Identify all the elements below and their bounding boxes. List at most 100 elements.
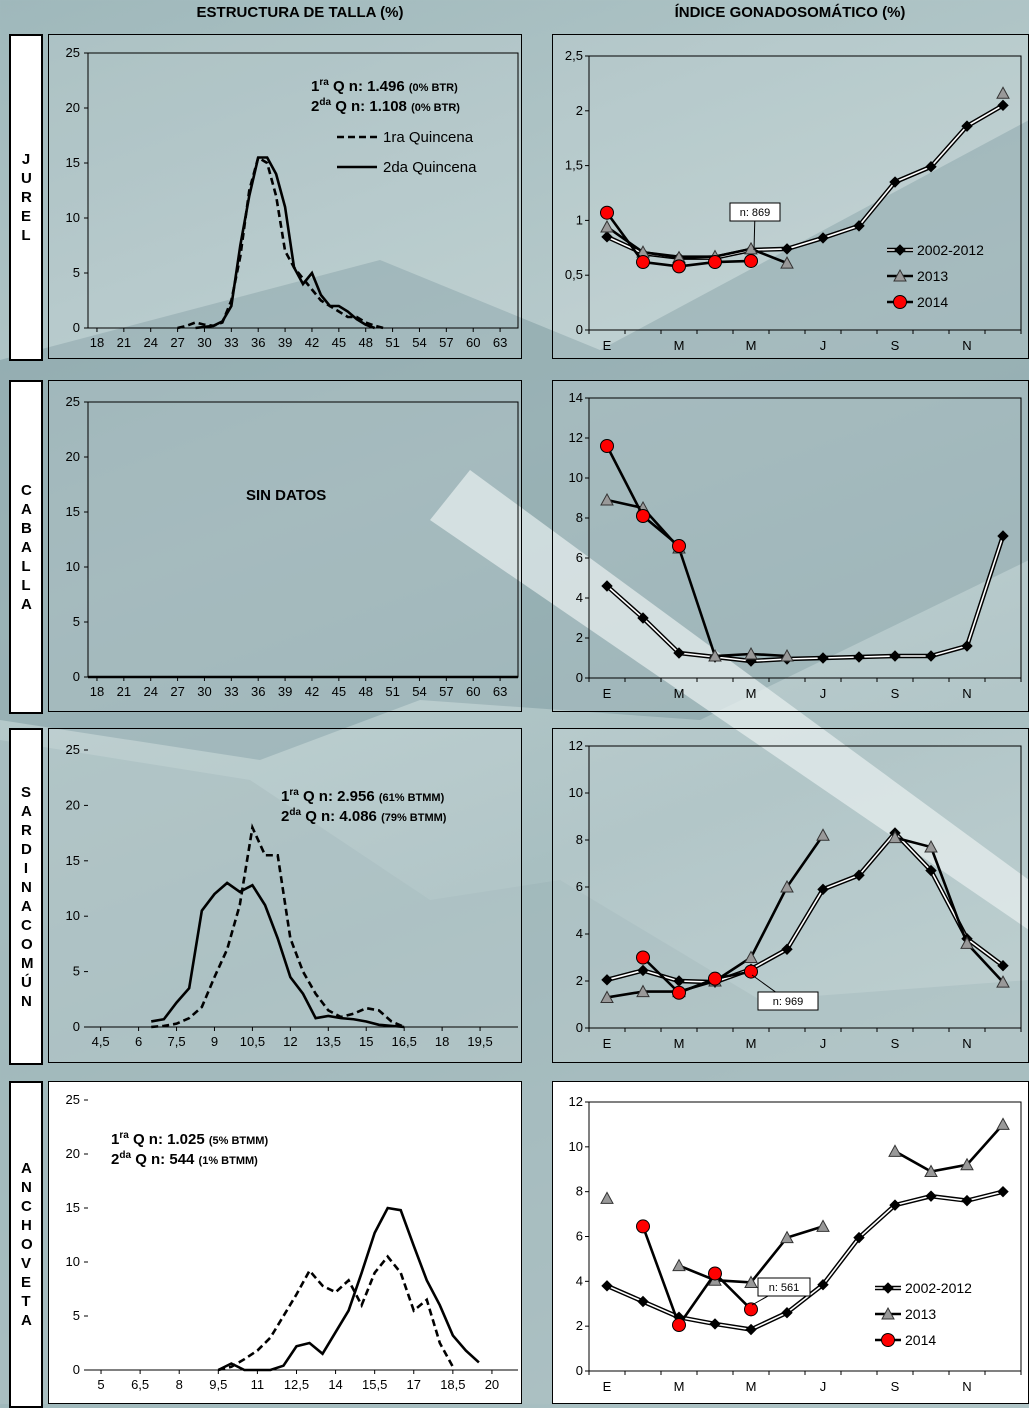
data-point	[708, 971, 722, 986]
x-tick-label: S	[891, 338, 900, 353]
x-tick-label: 18,5	[440, 1377, 465, 1392]
data-point	[888, 1144, 902, 1157]
x-tick-label: S	[891, 1036, 900, 1051]
callout-text: n: 969	[773, 996, 804, 1008]
caballa-talla-chart: 0 5 10 15 20 25 18 21 24 27 30 33 36 39 42 45 48 51 54 57 60…	[66, 394, 519, 699]
x-tick-label: 18	[90, 684, 104, 699]
legend-label: 2014	[905, 1332, 936, 1348]
x-tick-label: E	[603, 1036, 612, 1051]
x-tick-label: 20	[485, 1377, 499, 1392]
y-tick-label: 8	[576, 510, 583, 525]
y-tick-label: 20	[66, 1146, 80, 1161]
y-tick-label: 25	[66, 45, 80, 60]
data-point	[636, 950, 650, 965]
x-tick-label: 11	[251, 1377, 264, 1392]
y-tick-label: 20	[66, 797, 80, 812]
data-point	[601, 580, 613, 592]
y-tick-label: 15	[66, 1200, 80, 1215]
y-tick-label: 10	[66, 908, 80, 923]
data-point	[673, 975, 685, 987]
data-point	[961, 120, 973, 132]
data-point	[745, 1323, 757, 1336]
data-point	[817, 232, 829, 244]
x-tick-label: 48	[358, 335, 372, 350]
series-line-1	[151, 823, 405, 1029]
y-tick-label: 5	[73, 614, 80, 629]
sardina-q2-note: 2da Q n: 4.086 (79% BTMM)	[281, 807, 447, 825]
y-tick-label: 0	[576, 322, 583, 337]
data-point	[889, 650, 901, 662]
anchoveta-talla-chart: 0 5 10 15 20 25 5 6,5 8 9,5 11 12,5 14 15,5 17 18,5 20	[66, 1092, 518, 1392]
data-point	[996, 975, 1010, 988]
y-tick-label: 15	[66, 504, 80, 519]
y-tick-label: 2	[576, 630, 583, 645]
data-point	[960, 936, 974, 949]
data-point	[888, 830, 902, 844]
x-tick-label: 39	[278, 335, 292, 350]
sardina-talla-panel: 0 5 10 15 20 25 4,5 6 7,5 9 10,5 12 13,5 15 16,5 18 19,5…	[48, 728, 522, 1063]
data-point	[637, 1295, 649, 1308]
x-tick-label: 45	[332, 684, 346, 699]
data-point	[601, 974, 613, 986]
y-tick-label: 25	[66, 394, 80, 409]
x-tick-label: 4,5	[92, 1034, 110, 1049]
series-line-2014	[642, 956, 752, 995]
sardina-talla-chart: 0 5 10 15 20 25 4,5 6 7,5 9 10,5 12 13,5 15 16,5 18 19,5	[66, 742, 518, 1049]
x-tick-label: 9,5	[209, 1377, 227, 1392]
y-tick-label: 5	[73, 265, 80, 280]
data-point	[601, 231, 613, 243]
series-line-2	[195, 156, 376, 330]
x-tick-label: 45	[332, 335, 346, 350]
data-point	[780, 648, 794, 662]
legend-label: 1ra Quincena	[383, 129, 474, 146]
legend-label: 2002-2012	[917, 242, 984, 258]
callout-box: n: 969	[751, 974, 819, 1011]
y-tick-label: 0	[576, 1363, 583, 1378]
series-line-2002-2012	[606, 103, 1005, 260]
x-tick-label: 54	[412, 684, 426, 699]
series-line-inner	[606, 535, 1004, 662]
y-tick-label: 15	[66, 853, 80, 868]
x-tick-label: J	[820, 1036, 827, 1051]
x-tick-label: 15	[359, 1034, 373, 1049]
data-point	[744, 1275, 758, 1288]
x-tick-label: M	[746, 338, 757, 353]
y-tick-label: 8	[576, 832, 583, 847]
x-tick-label: N	[962, 686, 971, 701]
data-point	[925, 650, 937, 662]
x-tick-label: 6	[135, 1034, 142, 1049]
series-line-inner	[606, 1190, 1004, 1331]
plot-area	[87, 52, 519, 329]
x-tick-label: 7,5	[167, 1034, 185, 1049]
callout-text: n: 561	[769, 1282, 800, 1294]
jurel-q1-note: 1ra Q n: 1.496 (0% BTR)	[311, 77, 458, 95]
series-line-2002-2012	[606, 1189, 1004, 1332]
x-tick-label: 24	[143, 335, 157, 350]
x-tick-label: S	[891, 686, 900, 701]
series-line-2013	[894, 1123, 1004, 1173]
y-tick-label: 6	[576, 1229, 583, 1244]
data-point	[924, 840, 938, 853]
data-point	[781, 1307, 793, 1319]
data-point	[889, 1199, 901, 1211]
x-tick-label: 60	[466, 335, 480, 350]
data-point	[637, 612, 649, 624]
legend-label: 2da Quincena	[383, 159, 477, 176]
data-point	[709, 1318, 721, 1330]
x-tick-label: 12	[283, 1034, 297, 1049]
y-tick-label: 20	[66, 449, 80, 464]
data-point	[853, 1231, 865, 1244]
data-point	[744, 950, 758, 963]
x-tick-label: 6,5	[131, 1377, 149, 1392]
y-tick-label: 4	[576, 1273, 583, 1288]
legend-label: 2013	[905, 1306, 936, 1322]
y-tick-label: 10	[569, 785, 583, 800]
x-tick-label: 42	[305, 335, 319, 350]
species-label-jurel: JUREL	[9, 34, 43, 361]
y-tick-label: 10	[66, 1254, 80, 1269]
data-point	[744, 253, 758, 268]
x-tick-label: J	[820, 338, 827, 353]
callout-frame	[757, 991, 819, 1011]
y-tick-label: 12	[569, 430, 583, 445]
anchoveta-talla-panel: 0 5 10 15 20 25 5 6,5 8 9,5 11 12,5 14 15,5 17 18,5 20 1…	[48, 1081, 522, 1404]
